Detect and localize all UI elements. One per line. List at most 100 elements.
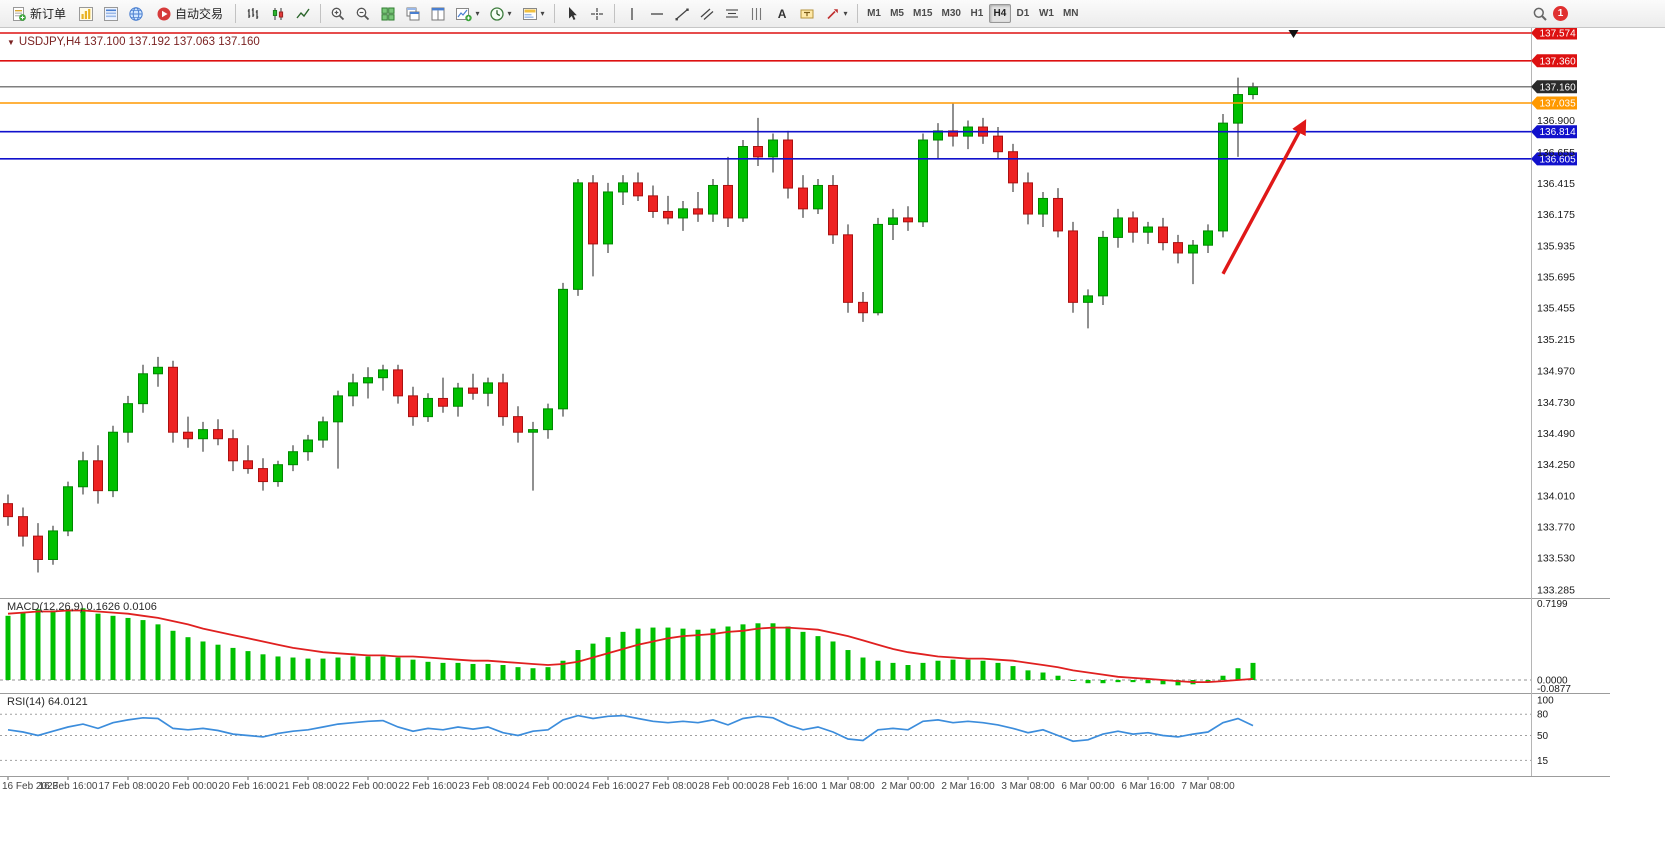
zoom-in-button[interactable] [326,3,350,25]
data-window-button[interactable] [99,3,123,25]
candlestick-chart-button[interactable] [266,3,290,25]
toolbar-separator [235,4,237,23]
svg-text:133.530: 133.530 [1537,553,1575,565]
line-chart-button[interactable] [291,3,315,25]
timeframe-h4-button[interactable]: H4 [988,4,1011,23]
clock-icon [489,6,505,22]
svg-text:0.7199: 0.7199 [1537,599,1568,610]
text-label-button[interactable] [795,3,819,25]
chart-period-button[interactable]: ▾ [484,3,516,25]
zoom-out-icon [355,6,371,22]
market-watch-button[interactable] [74,3,98,25]
svg-text:21 Feb 08:00: 21 Feb 08:00 [279,781,338,792]
svg-text:2 Mar 00:00: 2 Mar 00:00 [881,781,935,792]
chart-template-button[interactable]: ▾ [517,3,549,25]
line-chart-icon [295,6,311,22]
svg-text:16 Feb 16:00: 16 Feb 16:00 [39,781,98,792]
equidistant-channel-icon [699,6,715,22]
svg-text:22 Feb 16:00: 22 Feb 16:00 [399,781,458,792]
svg-text:136.175: 136.175 [1537,209,1575,221]
svg-text:0.0000: 0.0000 [1537,676,1568,687]
macd-pane[interactable] [0,599,1531,693]
new-order-label: 新订单 [30,7,67,21]
rsi-indicator-label: RSI(14) 64.0121 [7,696,88,708]
svg-text:135.455: 135.455 [1537,303,1575,315]
zoom-in-icon [330,6,346,22]
timeframe-h1-button[interactable]: H1 [966,4,988,23]
arrange-windows-icon [430,6,446,22]
rsi-pane[interactable] [0,694,1531,776]
rsi-label-text: RSI(14) 64.0121 [7,696,88,708]
fibonacci-icon [724,6,740,22]
arrows-button[interactable]: ▾ [820,3,852,25]
text-icon: A [777,6,787,21]
svg-text:137.035: 137.035 [1540,98,1577,109]
cycle-lines-icon [749,6,765,22]
cycle-lines-button[interactable] [745,3,769,25]
svg-text:20 Feb 16:00: 20 Feb 16:00 [219,781,278,792]
zoom-out-button[interactable] [351,3,375,25]
svg-text:100: 100 [1537,696,1554,707]
cursor-button[interactable] [560,3,584,25]
trendline-button[interactable] [670,3,694,25]
svg-text:136.655: 136.655 [1537,147,1575,159]
svg-text:134.250: 134.250 [1537,459,1575,471]
bar-chart-button[interactable] [241,3,265,25]
text-button[interactable]: A [770,3,794,25]
timeframe-w1-button[interactable]: W1 [1035,4,1058,23]
horizontal-line-icon [649,6,665,22]
svg-text:136.415: 136.415 [1537,178,1575,190]
channel-button[interactable] [695,3,719,25]
svg-text:134.490: 134.490 [1537,428,1575,440]
autotrade-button[interactable]: 自动交易 [149,3,230,25]
timeframe-m15-button[interactable]: M15 [909,4,936,23]
svg-text:133.770: 133.770 [1537,522,1575,534]
svg-text:6 Mar 16:00: 6 Mar 16:00 [1121,781,1175,792]
new-chart-icon [455,6,473,22]
svg-text:28 Feb 00:00: 28 Feb 00:00 [699,781,758,792]
new-order-button[interactable]: 新订单 [4,3,73,25]
cascade-windows-icon [405,6,421,22]
svg-text:135.695: 135.695 [1537,272,1575,284]
toolbar-separator [320,4,322,23]
svg-text:17 Feb 08:00: 17 Feb 08:00 [99,781,158,792]
navigator-button[interactable] [124,3,148,25]
cascade-windows-button[interactable] [401,3,425,25]
symbol-ohlc-title: USDJPY,H4 137.100 137.192 137.063 137.16… [18,36,260,48]
svg-text:27 Feb 08:00: 27 Feb 08:00 [639,781,698,792]
main-chart-pane[interactable] [0,28,1531,598]
horizontal-line-button[interactable] [645,3,669,25]
timeframe-m1-button[interactable]: M1 [863,4,885,23]
time-axis[interactable] [0,777,1531,793]
dropdown-caret-icon: ▾ [843,8,848,18]
timeframe-d1-button[interactable]: D1 [1012,4,1034,23]
fibonacci-button[interactable] [720,3,744,25]
notification-badge[interactable]: 1 [1553,6,1568,21]
dropdown-caret-icon: ▾ [540,8,545,18]
timeframe-m5-button[interactable]: M5 [886,4,908,23]
timeframe-mn-button[interactable]: MN [1059,4,1083,23]
svg-text:15: 15 [1537,756,1549,767]
crosshair-button[interactable] [585,3,609,25]
svg-text:137.574: 137.574 [1540,29,1577,40]
search-button[interactable] [1528,3,1552,25]
price-axis[interactable] [1532,28,1610,776]
macd-label-text: MACD(12,26,9) 0.1626 0.0106 [7,601,157,613]
dropdown-caret-icon: ▾ [507,8,512,18]
svg-text:136.605: 136.605 [1540,154,1577,165]
vertical-line-button[interactable] [620,3,644,25]
text-label-icon [799,6,815,22]
new-chart-button[interactable]: ▾ [451,3,483,25]
svg-text:133.285: 133.285 [1537,585,1575,597]
arrows-icon [825,6,841,22]
toolbar-separator [614,4,616,23]
timeframe-m30-button[interactable]: M30 [937,4,964,23]
toolbar-separator [554,4,556,23]
svg-text:134.730: 134.730 [1537,397,1575,409]
cursor-arrow-icon [564,6,580,22]
macd-indicator-label: MACD(12,26,9) 0.1626 0.0106 [7,601,157,613]
tile-windows-button[interactable] [376,3,400,25]
arrange-windows-button[interactable] [426,3,450,25]
